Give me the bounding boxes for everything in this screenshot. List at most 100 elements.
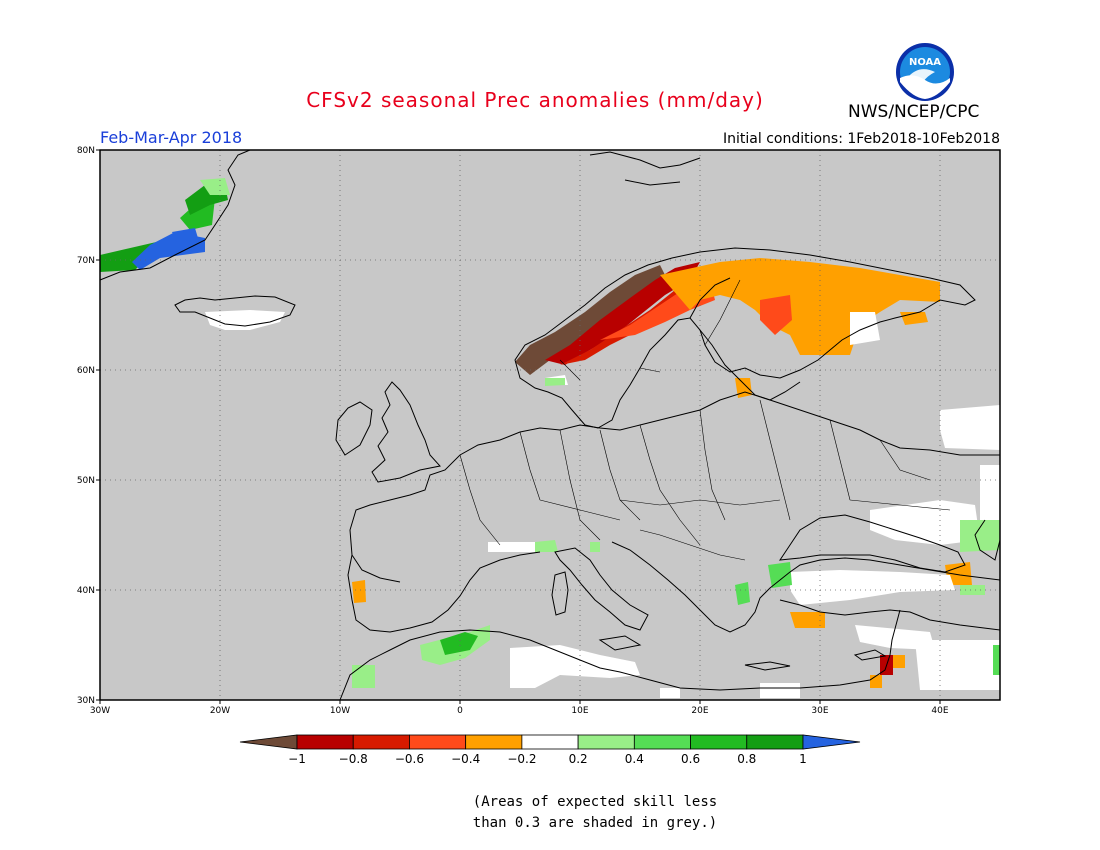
anomaly-patch <box>172 228 200 250</box>
colorbar-segment <box>352 734 410 750</box>
lon-label: 30E <box>811 706 828 716</box>
colorbar-tick-label: 0.6 <box>681 752 700 766</box>
colorbar-tick-label: −0.2 <box>507 752 536 766</box>
colorbar-segment <box>577 734 635 750</box>
anomaly-patch <box>768 562 792 588</box>
skill-note-line-2: than 0.3 are shaded in grey.) <box>472 815 718 831</box>
anomaly-patch <box>200 178 230 195</box>
coast-scandinavia <box>514 247 976 429</box>
coast-black-sea <box>778 514 966 573</box>
anomaly-patch <box>870 675 882 688</box>
colorbar: −1 −0.8 −0.6 −0.4 −0.2 0.2 0.4 0.6 0.8 1 <box>239 734 861 766</box>
colorbar-tick-label: 0.2 <box>569 752 588 766</box>
coast-corsica-sardinia <box>551 571 569 616</box>
anomaly-patch <box>960 520 1000 552</box>
anomaly-patch <box>205 310 285 330</box>
coastlines <box>99 149 1001 701</box>
lon-label: 20E <box>691 706 708 716</box>
noaa-logo-text: NOAA <box>909 57 941 68</box>
anomaly-patch <box>735 582 750 605</box>
colorbar-tick-label: 0.8 <box>737 752 756 766</box>
coast-levant <box>889 609 901 656</box>
lon-label: 40E <box>931 706 948 716</box>
colorbar-segment <box>465 734 523 750</box>
anomaly-patch <box>790 612 825 628</box>
coast-balkans <box>611 541 1001 633</box>
colorbar-tick-label: −0.4 <box>451 752 480 766</box>
lon-label: 10W <box>330 706 350 716</box>
anomaly-patch <box>440 632 478 655</box>
colorbar-segment <box>633 734 691 750</box>
colorbar-tick-label: 1 <box>799 752 807 766</box>
anomaly-patch <box>535 540 558 552</box>
noaa-logo: NOAA <box>896 43 954 101</box>
anomaly-patch <box>893 655 905 668</box>
coast-caspian <box>974 519 1001 561</box>
lon-label: 30W <box>90 706 110 716</box>
colorbar-segment-high <box>802 734 861 750</box>
anomaly-patch <box>915 640 1000 690</box>
initial-conditions: Initial conditions: 1Feb2018-10Feb2018 <box>723 131 1000 147</box>
lat-label: 70N <box>77 256 95 266</box>
coast-crete <box>744 661 791 671</box>
season-label: Feb-Mar-Apr 2018 <box>100 128 243 147</box>
map-frame <box>99 149 1001 701</box>
coast-ireland <box>335 401 373 456</box>
country-borders <box>459 279 951 561</box>
anomaly-patch <box>352 580 366 603</box>
lon-label: 20W <box>210 706 230 716</box>
anomaly-patch <box>660 258 940 355</box>
anomaly-patch <box>790 570 955 605</box>
coast-iceland <box>174 295 296 327</box>
anomaly-patch <box>960 585 985 595</box>
coast-north-africa <box>339 629 891 701</box>
anomaly-patch <box>352 665 375 688</box>
map-background <box>100 150 1000 700</box>
anomaly-patch <box>660 688 680 698</box>
axis-ticks <box>96 149 941 704</box>
anomaly-patches <box>100 178 1000 698</box>
coast-cyprus <box>853 649 887 661</box>
colorbar-tick-label: −1 <box>288 752 306 766</box>
anomaly-patch <box>945 562 972 585</box>
anomaly-patch <box>515 265 665 375</box>
anomaly-patch <box>940 405 1000 450</box>
lat-label: 40N <box>77 586 95 596</box>
coast-europe <box>349 391 1000 583</box>
lat-label: 50N <box>77 476 95 486</box>
anomaly-patch <box>855 625 935 650</box>
lon-label: 0 <box>457 706 463 716</box>
anomaly-patch <box>993 645 1000 675</box>
colorbar-tick-label: 0.4 <box>625 752 644 766</box>
agency-label: NWS/NCEP/CPC <box>848 102 980 122</box>
coast-baltic <box>689 277 801 401</box>
colorbar-segment <box>746 734 804 750</box>
colorbar-tick-label: −0.8 <box>339 752 368 766</box>
colorbar-segment <box>296 734 354 750</box>
colorbar-segment <box>409 734 467 750</box>
colorbar-tick-label: −0.6 <box>395 752 424 766</box>
lon-label: 10E <box>571 706 588 716</box>
anomaly-patch <box>545 378 565 386</box>
anomaly-patch <box>510 645 640 688</box>
lat-label: 30N <box>77 696 95 706</box>
axis-labels: 30W 20W 10W 0 10E 20E 30E 40E 80N 70N 60N 50N 40N 30N <box>77 146 949 716</box>
lat-label: 80N <box>77 146 95 156</box>
coast-svalbard <box>589 151 701 186</box>
lat-label: 60N <box>77 366 95 376</box>
coast-turkey <box>779 599 1001 631</box>
figure-title: CFSv2 seasonal Prec anomalies (mm/day) <box>306 88 764 112</box>
skill-note: (Areas of expected skill less than 0.3 a… <box>0 792 1100 834</box>
colorbar-segment-low <box>239 734 298 750</box>
coast-italy <box>554 547 649 631</box>
anomaly-patch <box>870 500 980 545</box>
coast-iberia <box>347 551 541 633</box>
colorbar-segment <box>690 734 748 750</box>
anomaly-patch <box>760 683 800 698</box>
anomaly-patch <box>488 542 540 552</box>
anomaly-patch <box>760 295 792 335</box>
anomaly-patch <box>590 542 600 552</box>
colorbar-segment <box>521 734 579 750</box>
anomaly-patch <box>980 465 1000 520</box>
